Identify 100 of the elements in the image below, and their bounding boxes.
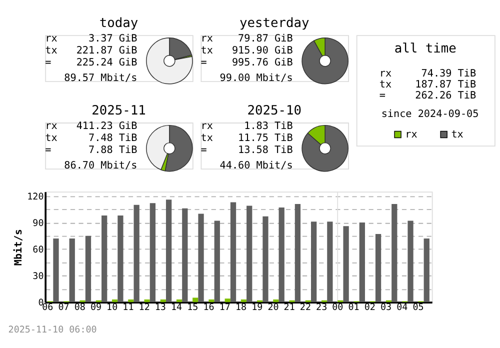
x-tick-label: 21 [284, 302, 295, 313]
x-tick-label: 17 [219, 302, 230, 313]
bar [230, 202, 236, 302]
text: = [379, 90, 386, 102]
text: 1.83 TiB [244, 121, 293, 132]
legend-label: tx [451, 129, 464, 140]
bar [198, 214, 204, 302]
text: tx [45, 132, 58, 144]
x-tick-label: 03 [380, 302, 392, 313]
donut-slice [146, 37, 193, 84]
x-tick-label: 15 [187, 302, 198, 313]
bar [408, 220, 414, 302]
text: rx [200, 34, 213, 45]
chart-title: 2025-11 [92, 103, 146, 118]
text: 13.58 TiB [238, 144, 293, 156]
donut-slice [302, 124, 348, 172]
text: 79.87 GiB [238, 34, 293, 45]
text: 99.00 Mbit/s [220, 73, 293, 84]
text: = [45, 57, 52, 68]
x-tick-label: 06 [42, 302, 54, 313]
bar [262, 216, 268, 302]
bar [128, 299, 134, 302]
text: rx [200, 121, 213, 132]
bar [150, 203, 156, 302]
text: since 2024-09-05 [381, 109, 479, 120]
bar [182, 208, 188, 302]
bar [160, 299, 166, 302]
x-tick-label: 04 [396, 302, 408, 313]
text: tx [200, 132, 213, 144]
bar [176, 299, 182, 302]
text: tx [379, 80, 392, 91]
bar [102, 215, 108, 302]
x-tick-label: 13 [154, 302, 166, 313]
x-tick-label: 05 [412, 302, 424, 313]
x-tick-label: 08 [74, 302, 86, 313]
text: 7.48 TiB [88, 132, 138, 144]
text: tx [200, 45, 213, 56]
text: 411.23 GiB [76, 121, 138, 132]
text: 2025-11-10 06:00 [8, 324, 97, 336]
text: 262.26 TiB [415, 90, 476, 102]
bar [224, 298, 230, 302]
text: rx [45, 121, 58, 132]
bar [294, 204, 301, 302]
x-tick-label: 07 [58, 302, 70, 313]
x-tick-label: 01 [348, 302, 360, 313]
x-tick-label: 19 [252, 302, 263, 313]
chart-title: yesterday [240, 16, 310, 31]
y-tick-label: 0 [38, 297, 44, 308]
text: 225.24 GiB [76, 57, 138, 68]
bar [273, 299, 279, 302]
x-tick-label: 14 [171, 302, 183, 313]
x-tick-label: 10 [106, 302, 118, 313]
text: tx [45, 45, 58, 56]
text: 89.57 Mbit/s [64, 73, 138, 84]
text: = [45, 144, 52, 156]
y-tick-label: 60 [32, 244, 44, 256]
text: 915.90 GiB [232, 45, 293, 56]
text: 3.37 GiB [88, 34, 138, 45]
text: 86.70 Mbit/s [64, 160, 138, 172]
y-tick-label: 90 [32, 218, 44, 229]
text: 11.75 TiB [238, 132, 293, 144]
bar [69, 238, 75, 302]
bar [278, 208, 284, 302]
bar [343, 226, 349, 302]
x-tick-label: 12 [138, 302, 150, 313]
bar [134, 204, 140, 302]
bar [144, 299, 150, 302]
text: 995.76 GiB [232, 57, 293, 68]
donut-slice [302, 37, 348, 84]
text: rx [379, 68, 392, 80]
text: 187.87 TiB [415, 80, 476, 91]
y-axis-title: Mbit/s [12, 229, 25, 266]
text: rx [45, 34, 58, 45]
bar [327, 222, 333, 302]
chart-title: today [99, 16, 138, 31]
bar [118, 215, 124, 302]
y-tick-label: 30 [32, 270, 44, 282]
text: 74.39 TiB [421, 68, 476, 80]
x-tick-label: 09 [90, 302, 102, 313]
x-tick-label: 11 [122, 302, 134, 313]
bar [166, 200, 172, 302]
bar [208, 299, 214, 302]
bar [311, 222, 317, 302]
bar [424, 238, 430, 302]
bar [359, 222, 365, 302]
y-tick-label: 120 [27, 191, 44, 202]
bar [112, 299, 118, 302]
bar [375, 234, 382, 302]
bar [246, 206, 252, 302]
bar [240, 299, 247, 302]
bar [85, 236, 92, 302]
text: = [200, 144, 207, 156]
bar [192, 298, 198, 302]
bar [53, 238, 59, 302]
x-tick-label: 18 [235, 302, 247, 313]
bar [214, 220, 220, 302]
chart-title: 2025-10 [247, 103, 302, 118]
x-tick-label: 16 [203, 302, 214, 313]
text: = [200, 57, 207, 68]
text: all time [394, 42, 456, 57]
